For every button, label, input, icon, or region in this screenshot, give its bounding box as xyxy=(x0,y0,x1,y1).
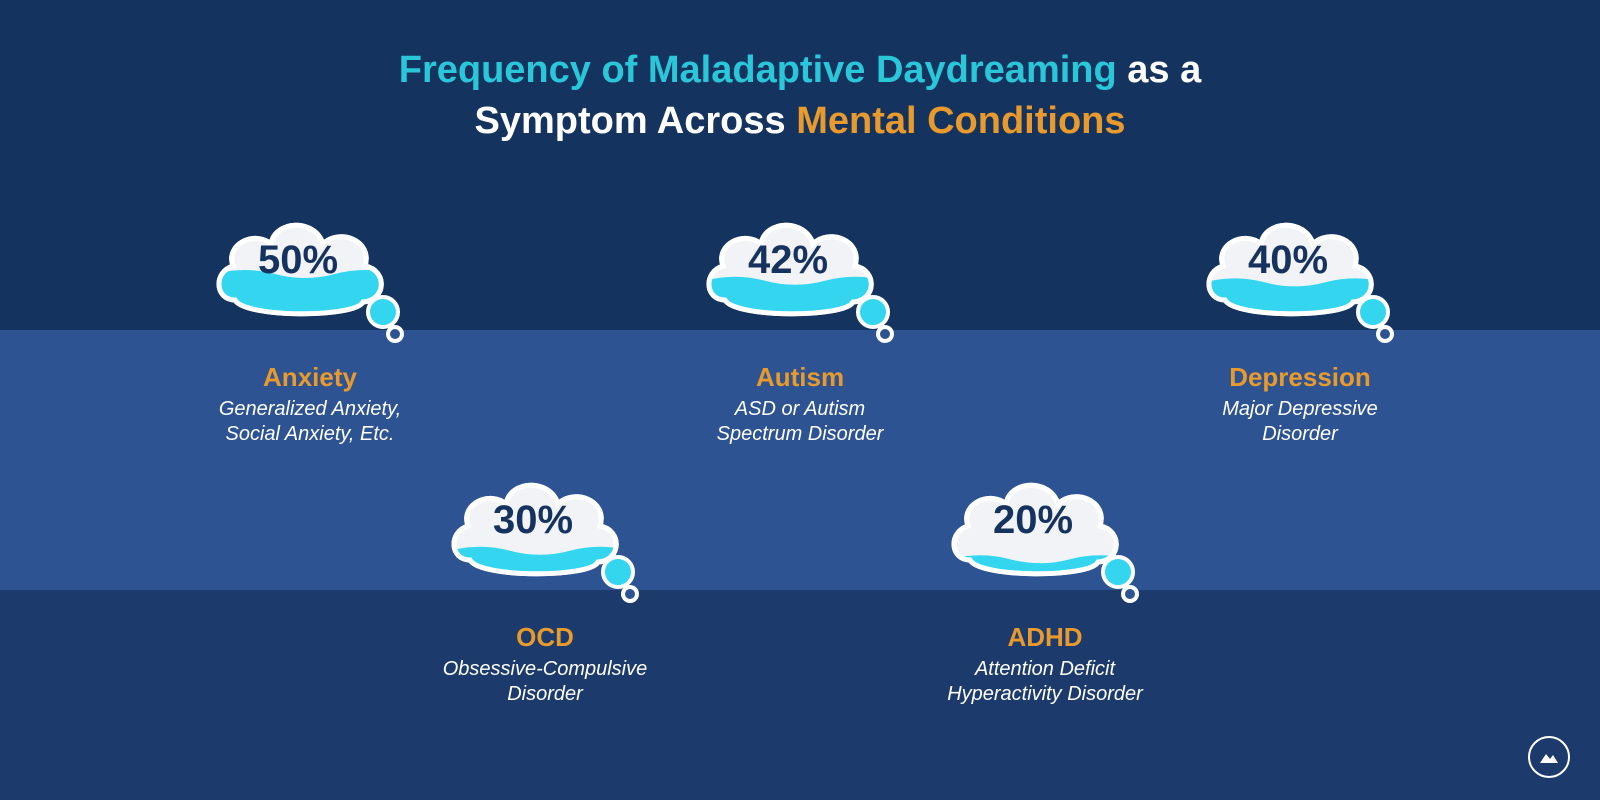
title-segment: Symptom Across xyxy=(475,100,797,142)
thought-cloud-icon: 50% xyxy=(205,200,415,350)
condition-desc: Attention DeficitHyperactivity Disorder xyxy=(895,657,1195,707)
title-segment: Mental Conditions xyxy=(796,100,1125,142)
condition-desc: Obsessive-CompulsiveDisorder xyxy=(395,657,695,707)
title-segment: as a xyxy=(1117,49,1202,91)
percentage-value: 20% xyxy=(940,498,1126,543)
condition-desc: ASD or AutismSpectrum Disorder xyxy=(650,397,950,447)
page-title: Frequency of Maladaptive Daydreaming as … xyxy=(0,45,1600,148)
thought-cloud-icon: 40% xyxy=(1195,200,1405,350)
title-segment: Frequency of Maladaptive Daydreaming xyxy=(399,49,1117,91)
condition-name: Autism xyxy=(650,362,950,393)
condition-autism: 42% Autism ASD or AutismSpectrum Disorder xyxy=(650,200,950,447)
condition-desc: Major DepressiveDisorder xyxy=(1150,397,1450,447)
condition-name: Depression xyxy=(1150,362,1450,393)
condition-name: OCD xyxy=(395,622,695,653)
condition-depression: 40% Depression Major DepressiveDisorder xyxy=(1150,200,1450,447)
condition-name: ADHD xyxy=(895,622,1195,653)
percentage-value: 42% xyxy=(695,238,881,283)
condition-anxiety: 50% Anxiety Generalized Anxiety,Social Anx… xyxy=(160,200,460,447)
condition-desc: Generalized Anxiety,Social Anxiety, Etc. xyxy=(160,397,460,447)
thought-cloud-icon: 42% xyxy=(695,200,905,350)
condition-adhd: 20% ADHD Attention DeficitHyperactivity Di… xyxy=(895,460,1195,707)
percentage-value: 40% xyxy=(1195,238,1381,283)
percentage-value: 50% xyxy=(205,238,391,283)
condition-ocd: 30% OCD Obsessive-CompulsiveDisorder xyxy=(395,460,695,707)
brand-logo-icon xyxy=(1528,736,1570,778)
thought-cloud-icon: 30% xyxy=(440,460,650,610)
thought-cloud-icon: 20% xyxy=(940,460,1150,610)
condition-name: Anxiety xyxy=(160,362,460,393)
percentage-value: 30% xyxy=(440,498,626,543)
background-band-bottom xyxy=(0,590,1600,800)
